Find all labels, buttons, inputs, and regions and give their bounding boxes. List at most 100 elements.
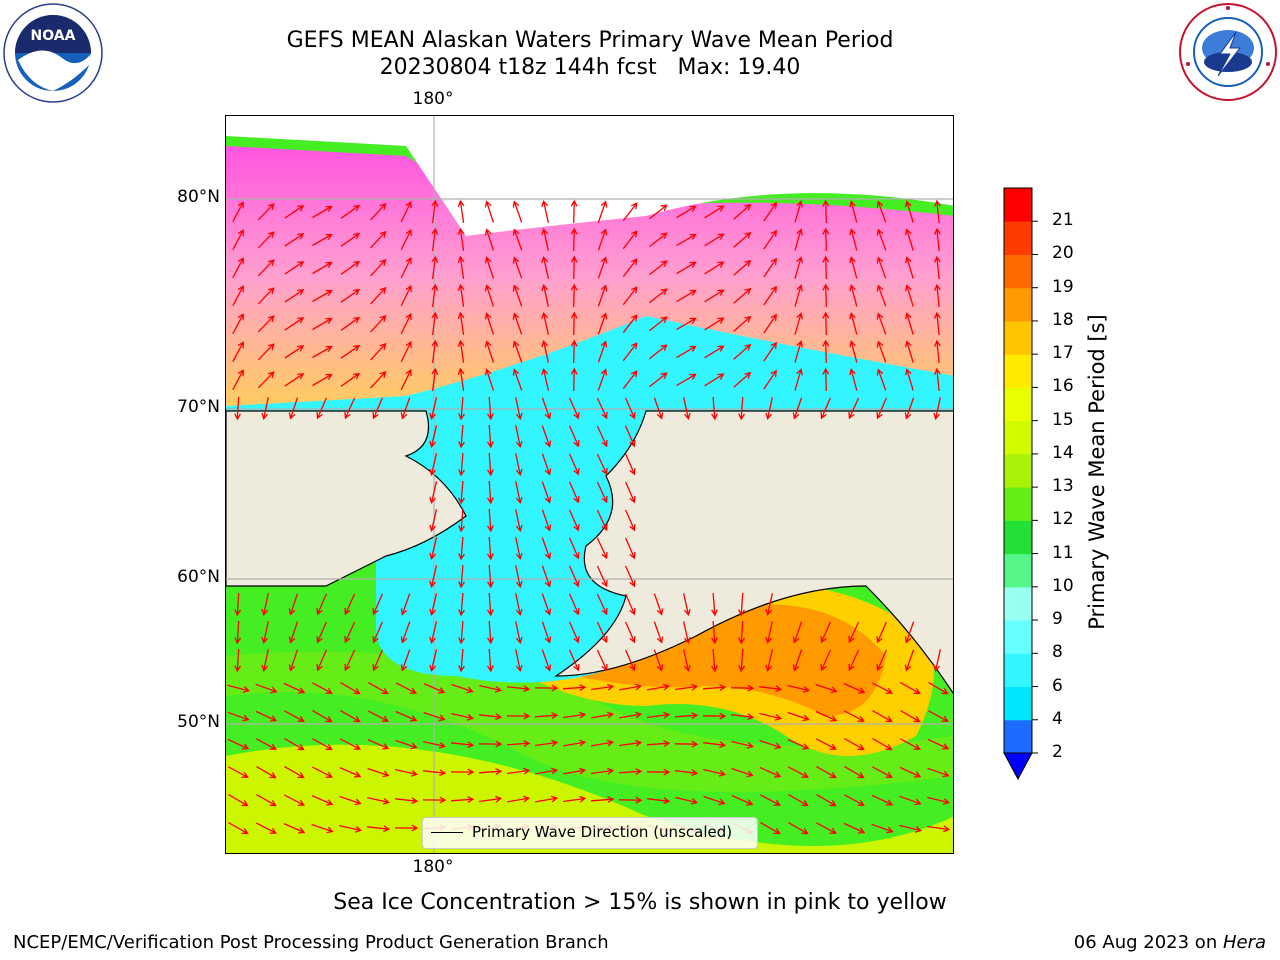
wave-direction-arrows — [227, 199, 951, 835]
wave-arrow — [484, 368, 495, 391]
wave-arrow — [562, 684, 587, 691]
wave-arrow — [261, 397, 269, 421]
wave-arrow — [400, 200, 412, 223]
wave-arrow — [284, 737, 305, 751]
footer-right: 06 Aug 2023 on Hera — [1074, 932, 1266, 953]
lon-label-top: 180° — [412, 89, 454, 109]
wave-arrow — [395, 711, 418, 722]
wave-arrow — [820, 621, 831, 644]
wave-arrow — [591, 739, 615, 747]
wave-arrow — [228, 822, 249, 835]
wave-arrow — [933, 649, 942, 673]
wave-arrow — [625, 397, 636, 420]
wave-arrow — [794, 284, 803, 307]
wave-arrow — [284, 233, 305, 247]
wave-arrow — [596, 397, 608, 420]
wave-arrow — [733, 231, 752, 248]
wave-arrow — [458, 536, 465, 561]
wave-arrow — [849, 284, 858, 307]
wave-arrow — [234, 648, 242, 673]
wave-arrow — [625, 649, 636, 672]
wave-arrow — [429, 565, 438, 589]
period-band-13 — [226, 744, 953, 853]
wave-arrow — [234, 620, 242, 645]
wave-arrow — [733, 259, 752, 276]
wave-arrow — [515, 565, 523, 589]
wave-arrow — [676, 345, 697, 359]
wave-arrow — [763, 285, 777, 306]
wave-arrow — [619, 711, 643, 719]
wave-arrow — [512, 340, 523, 363]
wave-arrow — [569, 649, 580, 672]
wave-arrow — [871, 682, 893, 694]
wave-arrow — [227, 766, 249, 778]
wave-arrow — [733, 371, 752, 388]
wave-arrow — [255, 683, 278, 694]
wave-arrow — [871, 794, 894, 806]
wave-arrow — [653, 397, 664, 420]
wave-arrow — [232, 201, 244, 223]
wave-arrow — [261, 649, 269, 673]
wave-arrow — [849, 340, 858, 363]
wave-arrow — [625, 621, 636, 644]
wave-arrow — [876, 368, 887, 391]
wave-arrow — [232, 341, 244, 363]
wave-arrow — [312, 709, 333, 723]
wave-arrow — [484, 312, 495, 335]
wave-arrow — [704, 205, 725, 219]
wave-arrow — [765, 649, 774, 673]
wave-arrow — [733, 287, 752, 304]
wave-arrow — [591, 711, 615, 719]
wave-arrow — [648, 344, 668, 360]
wave-arrow — [541, 227, 550, 251]
wave-arrow — [457, 227, 465, 251]
wave-arrow — [899, 766, 922, 778]
wave-arrow — [738, 648, 746, 673]
wave-arrow — [257, 203, 275, 221]
wave-arrow — [899, 795, 922, 806]
wave-arrow — [648, 232, 668, 248]
wave-arrow — [590, 796, 615, 804]
colorbar-underflow — [1003, 752, 1033, 781]
wave-arrow — [759, 766, 782, 778]
wave-arrow — [876, 312, 887, 335]
colorbar-segment — [1004, 320, 1032, 355]
wave-arrow — [794, 340, 803, 363]
wave-arrow — [283, 794, 306, 806]
wave-arrow — [731, 740, 755, 749]
wave-arrow — [261, 621, 269, 645]
lon-label-bottom: 180° — [412, 857, 454, 877]
wave-arrow — [283, 682, 306, 694]
wave-arrow — [822, 283, 830, 308]
colorbar-segment — [1004, 686, 1032, 721]
wave-arrow — [788, 821, 809, 835]
wave-arrow — [876, 649, 887, 672]
colorbar-tick-label: 13 — [1052, 476, 1074, 497]
wave-arrow — [512, 284, 523, 307]
colorbar-tick-label: 15 — [1052, 409, 1074, 430]
wave-arrow — [227, 738, 250, 750]
wave-arrow — [367, 739, 390, 750]
wave-arrow — [534, 684, 559, 692]
wave-arrow — [486, 480, 494, 505]
wave-arrow — [339, 795, 362, 806]
wave-arrow — [312, 738, 333, 751]
wave-arrow — [429, 425, 438, 449]
wave-arrow — [541, 283, 550, 307]
colorbar-tick-label: 14 — [1052, 442, 1074, 463]
wave-arrow — [899, 824, 923, 833]
wave-arrow — [625, 425, 636, 448]
wave-arrow — [344, 621, 356, 644]
wave-arrow — [232, 257, 244, 279]
wave-arrow — [787, 766, 809, 778]
wave-arrow — [570, 367, 578, 392]
wave-arrow — [876, 621, 887, 644]
wave-arrow — [255, 822, 278, 834]
wave-arrow — [792, 621, 803, 644]
wave-arrow — [288, 621, 299, 644]
wave-arrow — [541, 453, 552, 476]
wave-arrow — [400, 649, 411, 672]
wave-arrow — [541, 649, 552, 672]
wave-arrow — [570, 339, 578, 364]
wave-arrow — [450, 796, 475, 803]
